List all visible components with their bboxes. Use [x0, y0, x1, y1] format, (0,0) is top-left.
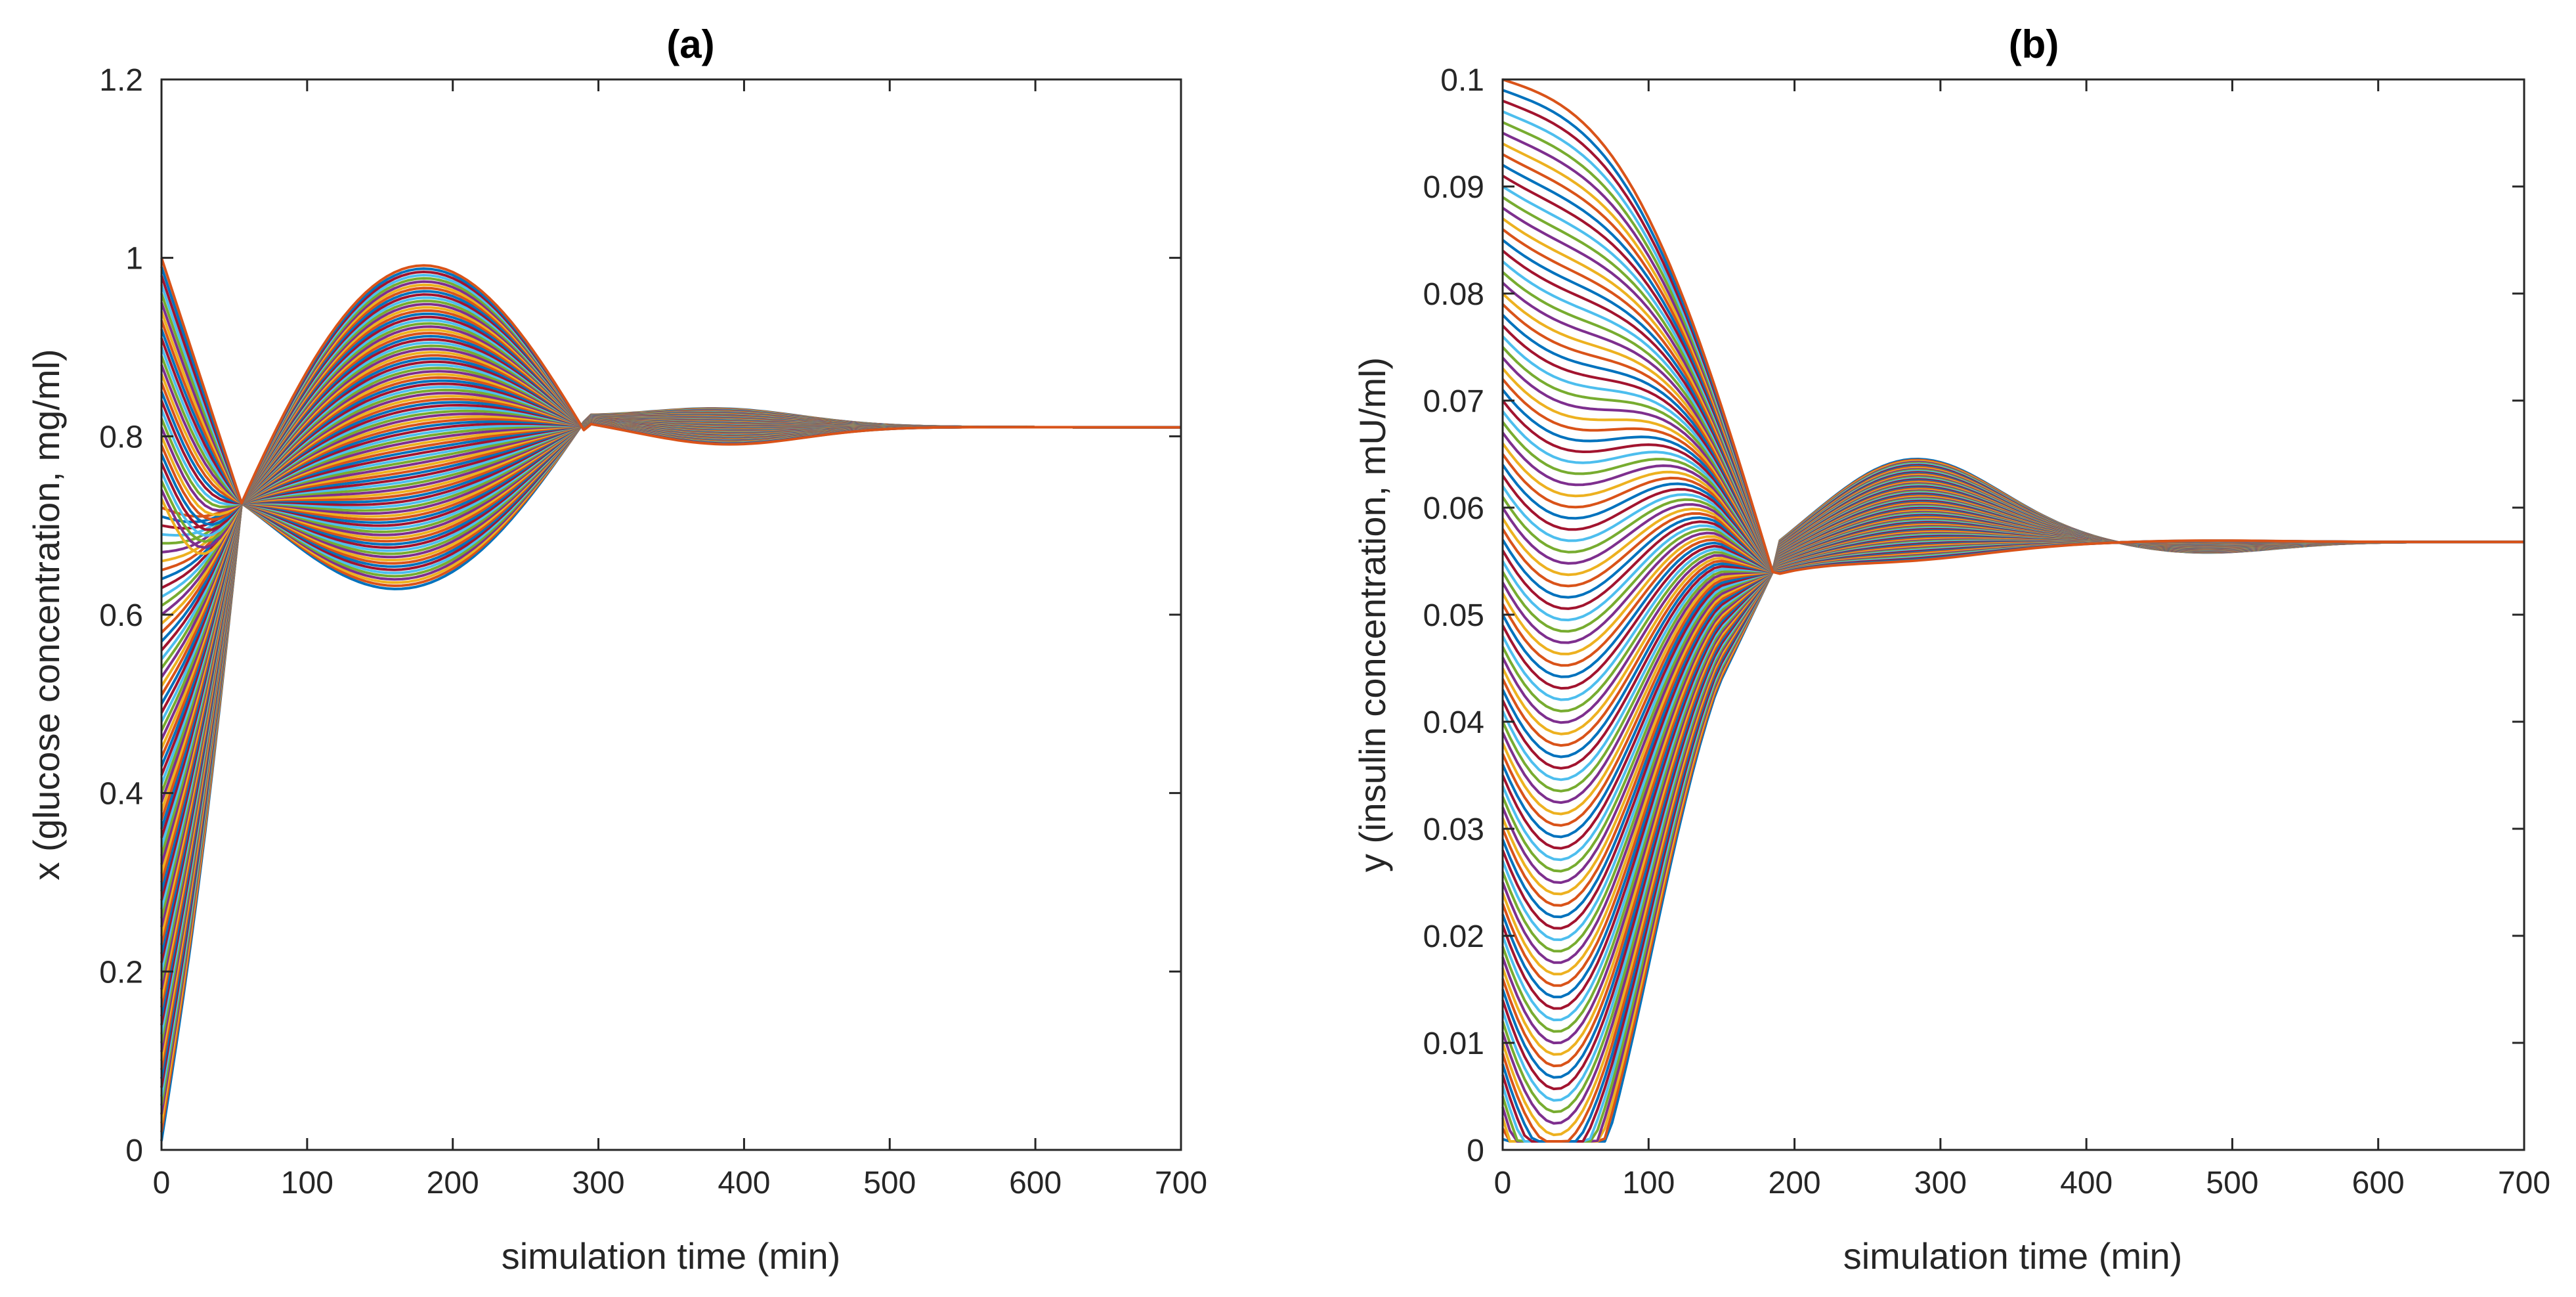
panel-b-x-tick-label: 400 — [2060, 1166, 2113, 1200]
panel-a-series-line — [160, 418, 1181, 732]
panel-b-y-tick-label: 0.1 — [1440, 63, 1484, 98]
panel-b-y-tick-label: 0.06 — [1423, 491, 1484, 526]
panel-b-ticks: 0 100 200 300 400 500 600 700 0 0.01 0.02 0.03 0.04 0… — [1423, 63, 2550, 1200]
panel-b-y-tick-label: 0.04 — [1423, 705, 1484, 740]
panel-a-x-tick-label: 500 — [863, 1166, 916, 1200]
panel-a-x-tick-label: 300 — [572, 1166, 625, 1200]
panel-a-y-tick-label: 0.8 — [99, 420, 143, 454]
panel-a-axes-box — [160, 78, 1182, 1151]
panel-b-insulin-chart: (b) 0 100 200 300 400 500 600 70000.010.020.030… — [1352, 22, 2550, 1277]
panel-b-series-line — [1502, 78, 2524, 575]
panel-b-y-tick-label: 0.02 — [1423, 919, 1484, 954]
panel-b-x-tick-label: 200 — [1769, 1166, 1821, 1200]
panel-a-y-tick-label: 0.4 — [99, 777, 143, 812]
panel-b-x-tick-label: 600 — [2352, 1166, 2405, 1200]
panel-b-x-axis-label: simulation time (min) — [1843, 1235, 2183, 1277]
panel-a-series-line — [160, 418, 1181, 741]
panel-b-x-tick-label: 300 — [1914, 1166, 1967, 1200]
panel-a-title: (a) — [666, 22, 714, 66]
panel-b-y-tick-label: 0.09 — [1423, 170, 1484, 205]
panel-a-x-tick-label: 200 — [427, 1166, 479, 1200]
panel-b-y-tick-label: 0.03 — [1423, 812, 1484, 847]
panel-b-y-axis-label: y (insulin concentration, mU/ml) — [1352, 357, 1393, 872]
panel-a-x-tick-label: 100 — [281, 1166, 333, 1200]
panel-b-y-tick-label: 0 — [1467, 1133, 1484, 1168]
panel-b-x-tick-label: 500 — [2206, 1166, 2258, 1200]
panel-a-y-tick-label: 1 — [125, 242, 143, 276]
panel-b-series — [1501, 78, 2524, 1143]
panel-b-y-tick-label: 0.01 — [1423, 1026, 1484, 1061]
panel-a-x-tick-label: 0 — [153, 1166, 171, 1200]
panel-a-y-tick-label: 1.2 — [99, 63, 143, 98]
panel-a-x-axis-label: simulation time (min) — [502, 1235, 841, 1277]
panel-a-y-tick-label: 0.6 — [99, 598, 143, 633]
panel-a-series — [160, 257, 1181, 1141]
panel-a-x-tick-label: 700 — [1155, 1166, 1207, 1200]
panel-a-series-line — [160, 257, 1181, 505]
panel-b-x-tick-label: 100 — [1622, 1166, 1675, 1200]
panel-a-y-axis-label: x (glucose concentration, mg/ml) — [26, 349, 67, 880]
panel-b-y-tick-label: 0.05 — [1423, 598, 1484, 633]
panel-a-x-tick-label: 400 — [718, 1166, 770, 1200]
panel-b-x-tick-label: 700 — [2498, 1166, 2550, 1200]
panel-b-y-tick-label: 0.08 — [1423, 277, 1484, 312]
panel-b-y-tick-label: 0.07 — [1423, 384, 1484, 419]
panel-b-title: (b) — [2009, 22, 2059, 66]
panel-a-y-tick-label: 0 — [125, 1133, 143, 1168]
panel-b-x-tick-label: 0 — [1494, 1166, 1512, 1200]
panel-a-y-tick-label: 0.2 — [99, 955, 143, 990]
panel-a-x-tick-label: 600 — [1009, 1166, 1062, 1200]
panel-a-series-line — [160, 418, 1181, 722]
panel-a-ticks: 0 100 200 300 400 500 600 700 0 0.2 0.4 0.6 0.8 1 1.2 — [99, 63, 1207, 1200]
panel-a-glucose-chart: (a) 0 100 200 300 400 500 600 700 0 0.2 0.4 0.6 0.8 1… — [26, 22, 1207, 1277]
